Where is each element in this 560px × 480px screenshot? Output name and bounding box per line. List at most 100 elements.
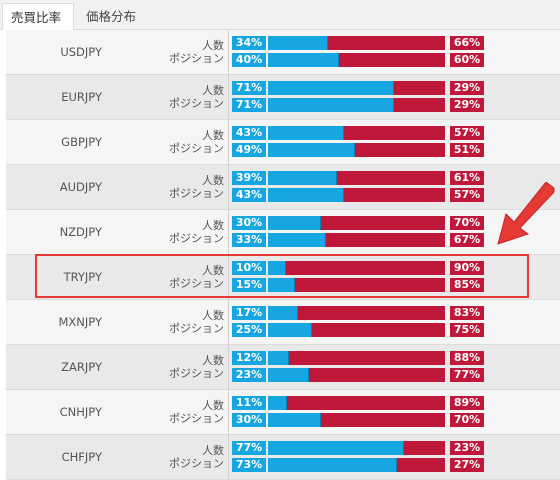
buy-percent-badge: 25%: [232, 323, 266, 337]
buy-bar: [268, 413, 322, 427]
sell-bar: [268, 278, 445, 292]
sell-bar: [268, 81, 445, 95]
sell-bar: [268, 368, 445, 382]
sell-bar: [268, 351, 445, 365]
pair-name: CHFJPY: [61, 450, 102, 464]
buy-bar: [268, 306, 299, 320]
buy-bar: [268, 351, 290, 365]
metric-labels: 人数 ポジション: [154, 210, 224, 255]
table-row: AUDJPY 人数 ポジション 39% 61% 43% 57%: [6, 165, 560, 210]
pair-name: NZDJPY: [59, 225, 102, 239]
buy-bar: [268, 36, 329, 50]
sell-bar: [268, 143, 445, 157]
position-ratio-bar: 43% 57%: [232, 188, 486, 202]
position-ratio-bar: 30% 70%: [232, 413, 486, 427]
sell-bar: [268, 98, 445, 112]
column-divider: [228, 165, 229, 209]
buy-percent-badge: 71%: [232, 98, 266, 112]
metric-labels: 人数 ポジション: [154, 390, 224, 435]
buy-bar: [268, 188, 345, 202]
sell-percent-badge: 23%: [450, 441, 484, 455]
buy-percent-badge: 17%: [232, 306, 266, 320]
table-row: CHFJPY 人数 ポジション 77% 23% 73% 27%: [6, 435, 560, 480]
sell-bar: [268, 413, 445, 427]
buy-bar: [268, 81, 394, 95]
sell-bar: [268, 458, 445, 472]
position-label: ポジション: [169, 187, 224, 200]
sell-percent-badge: 60%: [450, 53, 484, 67]
sell-bar: [268, 36, 445, 50]
table-row: EURJPY 人数 ポジション 71% 29% 71% 29%: [6, 75, 560, 120]
people-label: 人数: [202, 264, 224, 277]
metric-labels: 人数 ポジション: [154, 255, 224, 300]
buy-bar: [268, 396, 288, 410]
sell-bar: [268, 396, 445, 410]
buy-percent-badge: 73%: [232, 458, 266, 472]
sell-percent-badge: 89%: [450, 396, 484, 410]
sell-bar: [268, 171, 445, 185]
sell-percent-badge: 83%: [450, 306, 484, 320]
position-ratio-bar: 33% 67%: [232, 233, 486, 247]
tab-price-distribution[interactable]: 価格分布: [86, 9, 137, 24]
sell-bar: [268, 323, 445, 337]
buy-percent-badge: 49%: [232, 143, 266, 157]
buy-bar: [268, 171, 338, 185]
tab-bar: 売買比率 価格分布: [0, 0, 560, 30]
pair-name: MXNJPY: [58, 315, 102, 329]
sell-percent-badge: 57%: [450, 126, 484, 140]
position-label: ポジション: [169, 277, 224, 290]
people-label: 人数: [202, 309, 224, 322]
table-row: GBPJPY 人数 ポジション 43% 57% 49% 51%: [6, 120, 560, 165]
sell-percent-badge: 57%: [450, 188, 484, 202]
position-label: ポジション: [169, 412, 224, 425]
buy-bar: [268, 143, 355, 157]
buy-bar: [268, 441, 405, 455]
buy-bar: [268, 261, 286, 275]
buy-percent-badge: 40%: [232, 53, 266, 67]
people-ratio-bar: 43% 57%: [232, 126, 486, 140]
column-divider: [228, 210, 229, 254]
people-ratio-bar: 30% 70%: [232, 216, 486, 230]
metric-labels: 人数 ポジション: [154, 435, 224, 480]
column-divider: [228, 120, 229, 164]
sell-bar: [268, 261, 445, 275]
column-divider: [228, 435, 229, 479]
position-label: ポジション: [169, 322, 224, 335]
buy-bar: [268, 126, 345, 140]
position-label: ポジション: [169, 52, 224, 65]
position-label: ポジション: [169, 367, 224, 380]
sell-percent-badge: 51%: [450, 143, 484, 157]
table-row: MXNJPY 人数 ポジション 17% 83% 25% 75%: [6, 300, 560, 345]
column-divider: [228, 390, 229, 434]
sell-percent-badge: 27%: [450, 458, 484, 472]
sell-percent-badge: 70%: [450, 413, 484, 427]
buy-percent-badge: 23%: [232, 368, 266, 382]
people-label: 人数: [202, 354, 224, 367]
position-ratio-bar: 49% 51%: [232, 143, 486, 157]
buy-percent-badge: 34%: [232, 36, 266, 50]
position-label: ポジション: [169, 97, 224, 110]
sell-percent-badge: 90%: [450, 261, 484, 275]
people-label: 人数: [202, 219, 224, 232]
pair-name: EURJPY: [61, 90, 102, 104]
people-label: 人数: [202, 129, 224, 142]
sell-percent-badge: 75%: [450, 323, 484, 337]
buy-percent-badge: 15%: [232, 278, 266, 292]
buy-bar: [268, 323, 313, 337]
table-row: ZARJPY 人数 ポジション 12% 88% 23% 77%: [6, 345, 560, 390]
position-ratio-bar: 71% 29%: [232, 98, 486, 112]
metric-labels: 人数 ポジション: [154, 120, 224, 165]
pair-name: USDJPY: [60, 45, 102, 59]
column-divider: [228, 75, 229, 119]
pointer-arrow-icon: [497, 182, 555, 245]
buy-percent-badge: 43%: [232, 126, 266, 140]
sell-percent-badge: 61%: [450, 171, 484, 185]
buy-percent-badge: 12%: [232, 351, 266, 365]
position-ratio-bar: 73% 27%: [232, 458, 486, 472]
sell-bar: [268, 306, 445, 320]
tab-ratio[interactable]: 売買比率: [2, 3, 74, 30]
buy-percent-badge: 71%: [232, 81, 266, 95]
buy-percent-badge: 10%: [232, 261, 266, 275]
buy-percent-badge: 30%: [232, 216, 266, 230]
buy-bar: [268, 98, 394, 112]
